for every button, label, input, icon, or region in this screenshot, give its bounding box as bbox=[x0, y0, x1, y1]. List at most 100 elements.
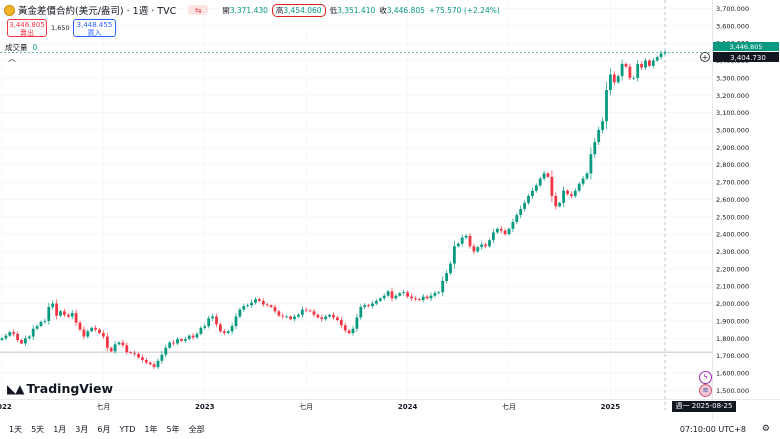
hide-indicators-icon[interactable]: ⇆ bbox=[188, 5, 209, 15]
candle-body bbox=[90, 327, 94, 332]
add-alert-icon[interactable] bbox=[700, 52, 710, 62]
candle-body bbox=[308, 310, 312, 312]
open-label: 開 bbox=[222, 5, 230, 15]
candle-body bbox=[219, 324, 222, 332]
candle-body bbox=[70, 313, 74, 317]
high-highlight: 高3,454.060 bbox=[271, 3, 326, 17]
candle-body bbox=[441, 280, 445, 293]
candle-body bbox=[35, 326, 39, 329]
candle-body bbox=[367, 305, 370, 307]
candle-body bbox=[339, 320, 343, 326]
candle-body bbox=[31, 328, 35, 337]
timeframe-all[interactable]: 全部 bbox=[188, 424, 205, 434]
candle-body bbox=[616, 76, 620, 83]
crosshair-price-box bbox=[713, 52, 779, 62]
settings-gear-icon[interactable]: ⚙ bbox=[761, 424, 770, 434]
price-chart[interactable]: 1,500.000 1,600.000 1,700.000 1,800.000 1,90… bbox=[0, 0, 780, 419]
price-tick-label: 1,800.000 bbox=[716, 335, 749, 343]
time-tick-label: 2025 bbox=[601, 403, 621, 411]
candle-body bbox=[215, 316, 218, 325]
candle-body bbox=[183, 339, 187, 341]
tradingview-logo[interactable]: ◣▲ TradingView bbox=[7, 381, 113, 396]
buy-button[interactable]: 3,448.455 買入 bbox=[73, 19, 116, 37]
candle-body bbox=[47, 307, 51, 321]
collapse-chevron-icon[interactable]: ︿ bbox=[8, 54, 16, 63]
candle-body bbox=[254, 299, 257, 303]
candle-body bbox=[488, 240, 491, 247]
candle-body bbox=[659, 53, 663, 58]
candle-body bbox=[98, 329, 101, 334]
chart-grid bbox=[0, 0, 712, 399]
clock[interactable]: 07:10:00 UTC+8 bbox=[679, 424, 746, 434]
sell-price: 3,446.805 bbox=[9, 21, 45, 29]
timeframe-5d[interactable]: 5天 bbox=[31, 424, 45, 434]
candle-body bbox=[484, 244, 487, 247]
candle-body bbox=[414, 298, 417, 300]
crosshair-date-label: 週一 2025-08-25 bbox=[672, 401, 736, 412]
candle-body bbox=[492, 232, 495, 241]
candle-body bbox=[612, 74, 616, 83]
price-tick-label: 3,700.000 bbox=[716, 5, 749, 13]
candle-body bbox=[211, 316, 214, 319]
candle-body bbox=[394, 295, 398, 299]
candle-body bbox=[27, 336, 31, 339]
volume-value: 0 bbox=[32, 43, 38, 52]
candle-body bbox=[644, 60, 647, 68]
candle-body bbox=[164, 347, 168, 355]
high-value: 3,454.060 bbox=[283, 5, 322, 15]
candle-body bbox=[125, 345, 129, 353]
candle-body bbox=[82, 329, 86, 337]
price-tick-label: 3,600.000 bbox=[716, 22, 749, 30]
symbol-title[interactable]: 黃金差價合約(美元/盎司) · 1週 · TVC bbox=[18, 6, 177, 17]
candle-body bbox=[460, 237, 464, 244]
candle-body bbox=[16, 333, 19, 340]
price-tick-label: 2,000.000 bbox=[716, 300, 749, 308]
timeframe-3m[interactable]: 3月 bbox=[75, 424, 89, 434]
candle-body bbox=[449, 263, 452, 274]
gold-symbol-icon bbox=[4, 4, 15, 16]
candle-body bbox=[207, 318, 211, 327]
timeframe-6m[interactable]: 6月 bbox=[97, 424, 111, 434]
candle-body bbox=[105, 336, 109, 348]
sell-button[interactable]: 3,446.805 賣出 bbox=[7, 19, 47, 37]
timeframe-1y[interactable]: 1年 bbox=[144, 424, 158, 434]
candle-body bbox=[324, 316, 328, 320]
candle-body bbox=[538, 178, 542, 186]
candle-body bbox=[378, 298, 382, 301]
candle-body bbox=[234, 316, 238, 327]
change-value: +75.570 (+2.24%) bbox=[428, 5, 500, 15]
candle-body bbox=[620, 64, 624, 77]
candle-body bbox=[78, 322, 82, 330]
candle-body bbox=[285, 316, 289, 318]
candle-body bbox=[4, 335, 8, 339]
candle-body bbox=[289, 316, 292, 320]
tradingview-wordmark: TradingView bbox=[26, 381, 114, 396]
us-flag-event-icon[interactable]: ≡ bbox=[699, 384, 712, 397]
candle-body bbox=[363, 305, 367, 308]
price-tick-label: 2,500.000 bbox=[716, 213, 749, 221]
timeframe-ytd[interactable]: YTD bbox=[119, 424, 136, 434]
candle-body bbox=[172, 342, 175, 344]
candle-body bbox=[601, 121, 604, 130]
volume-legend[interactable]: 成交量 0 bbox=[5, 42, 37, 53]
price-tick-label: 3,100.000 bbox=[716, 109, 749, 117]
candle-body bbox=[195, 333, 199, 338]
candle-body bbox=[507, 228, 511, 235]
candle-body bbox=[628, 66, 632, 78]
candle-body bbox=[336, 317, 339, 321]
candle-body bbox=[511, 221, 515, 229]
candle-body bbox=[74, 313, 78, 323]
price-tick-label: 1,600.000 bbox=[716, 369, 749, 377]
candle-body bbox=[651, 60, 655, 66]
candle-body bbox=[222, 331, 226, 334]
timeframe-5y[interactable]: 5年 bbox=[166, 424, 180, 434]
candle-body bbox=[59, 311, 62, 316]
timeframe-1d[interactable]: 1天 bbox=[9, 424, 23, 434]
candle-body bbox=[554, 195, 558, 207]
candle-body bbox=[573, 190, 577, 196]
timeframe-1m[interactable]: 1月 bbox=[53, 424, 67, 434]
candle-body bbox=[534, 185, 538, 191]
lightning-event-icon[interactable]: ϟ bbox=[699, 371, 712, 384]
candle-body bbox=[148, 362, 152, 365]
candle-body bbox=[63, 311, 66, 315]
